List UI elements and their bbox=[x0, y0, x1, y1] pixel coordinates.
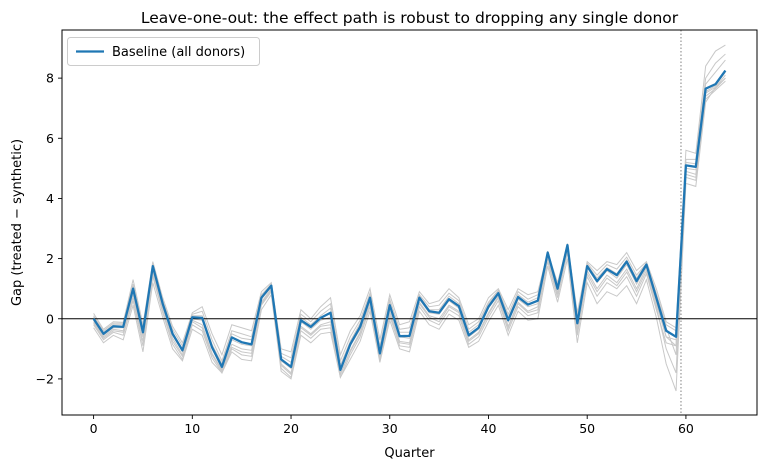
y-tick-label: 8 bbox=[46, 71, 54, 86]
plot-frame bbox=[61, 29, 758, 416]
loo-line-4 bbox=[93, 80, 726, 380]
y-tick-label: −2 bbox=[36, 371, 54, 386]
x-tick-label: 20 bbox=[283, 421, 299, 436]
x-tick-label: 40 bbox=[481, 421, 497, 436]
reference-lines bbox=[62, 30, 757, 415]
x-tick-label: 30 bbox=[382, 421, 398, 436]
leave-one-out-lines bbox=[93, 44, 726, 392]
y-tick-label: 4 bbox=[46, 191, 54, 206]
loo-line-8 bbox=[93, 77, 726, 377]
y-tick-label: 2 bbox=[46, 251, 54, 266]
legend-label-baseline: Baseline (all donors) bbox=[112, 45, 245, 60]
loo-line-2 bbox=[93, 53, 726, 363]
legend-box bbox=[67, 37, 260, 66]
x-axis: 0 10 20 30 40 50 60 bbox=[90, 415, 694, 436]
x-axis-label: Quarter bbox=[384, 446, 435, 461]
x-tick-label: 0 bbox=[90, 421, 98, 436]
loo-line-6 bbox=[93, 71, 726, 374]
loo-line-5 bbox=[93, 74, 726, 392]
x-tick-label: 10 bbox=[184, 421, 200, 436]
legend: Baseline (all donors) bbox=[67, 37, 260, 66]
loo-line-1 bbox=[93, 44, 726, 357]
chart-title: Leave-one-out: the effect path is robust… bbox=[141, 9, 679, 27]
y-axis-label: Gap (treated − synthetic) bbox=[10, 139, 25, 306]
baseline-line bbox=[92, 69, 727, 372]
y-tick-label: 6 bbox=[46, 131, 54, 146]
y-axis: −2 0 2 4 6 8 bbox=[36, 71, 62, 386]
y-tick-label: 0 bbox=[46, 311, 54, 326]
baseline-series bbox=[92, 69, 727, 372]
x-tick-label: 60 bbox=[678, 421, 694, 436]
x-tick-label: 50 bbox=[579, 421, 595, 436]
